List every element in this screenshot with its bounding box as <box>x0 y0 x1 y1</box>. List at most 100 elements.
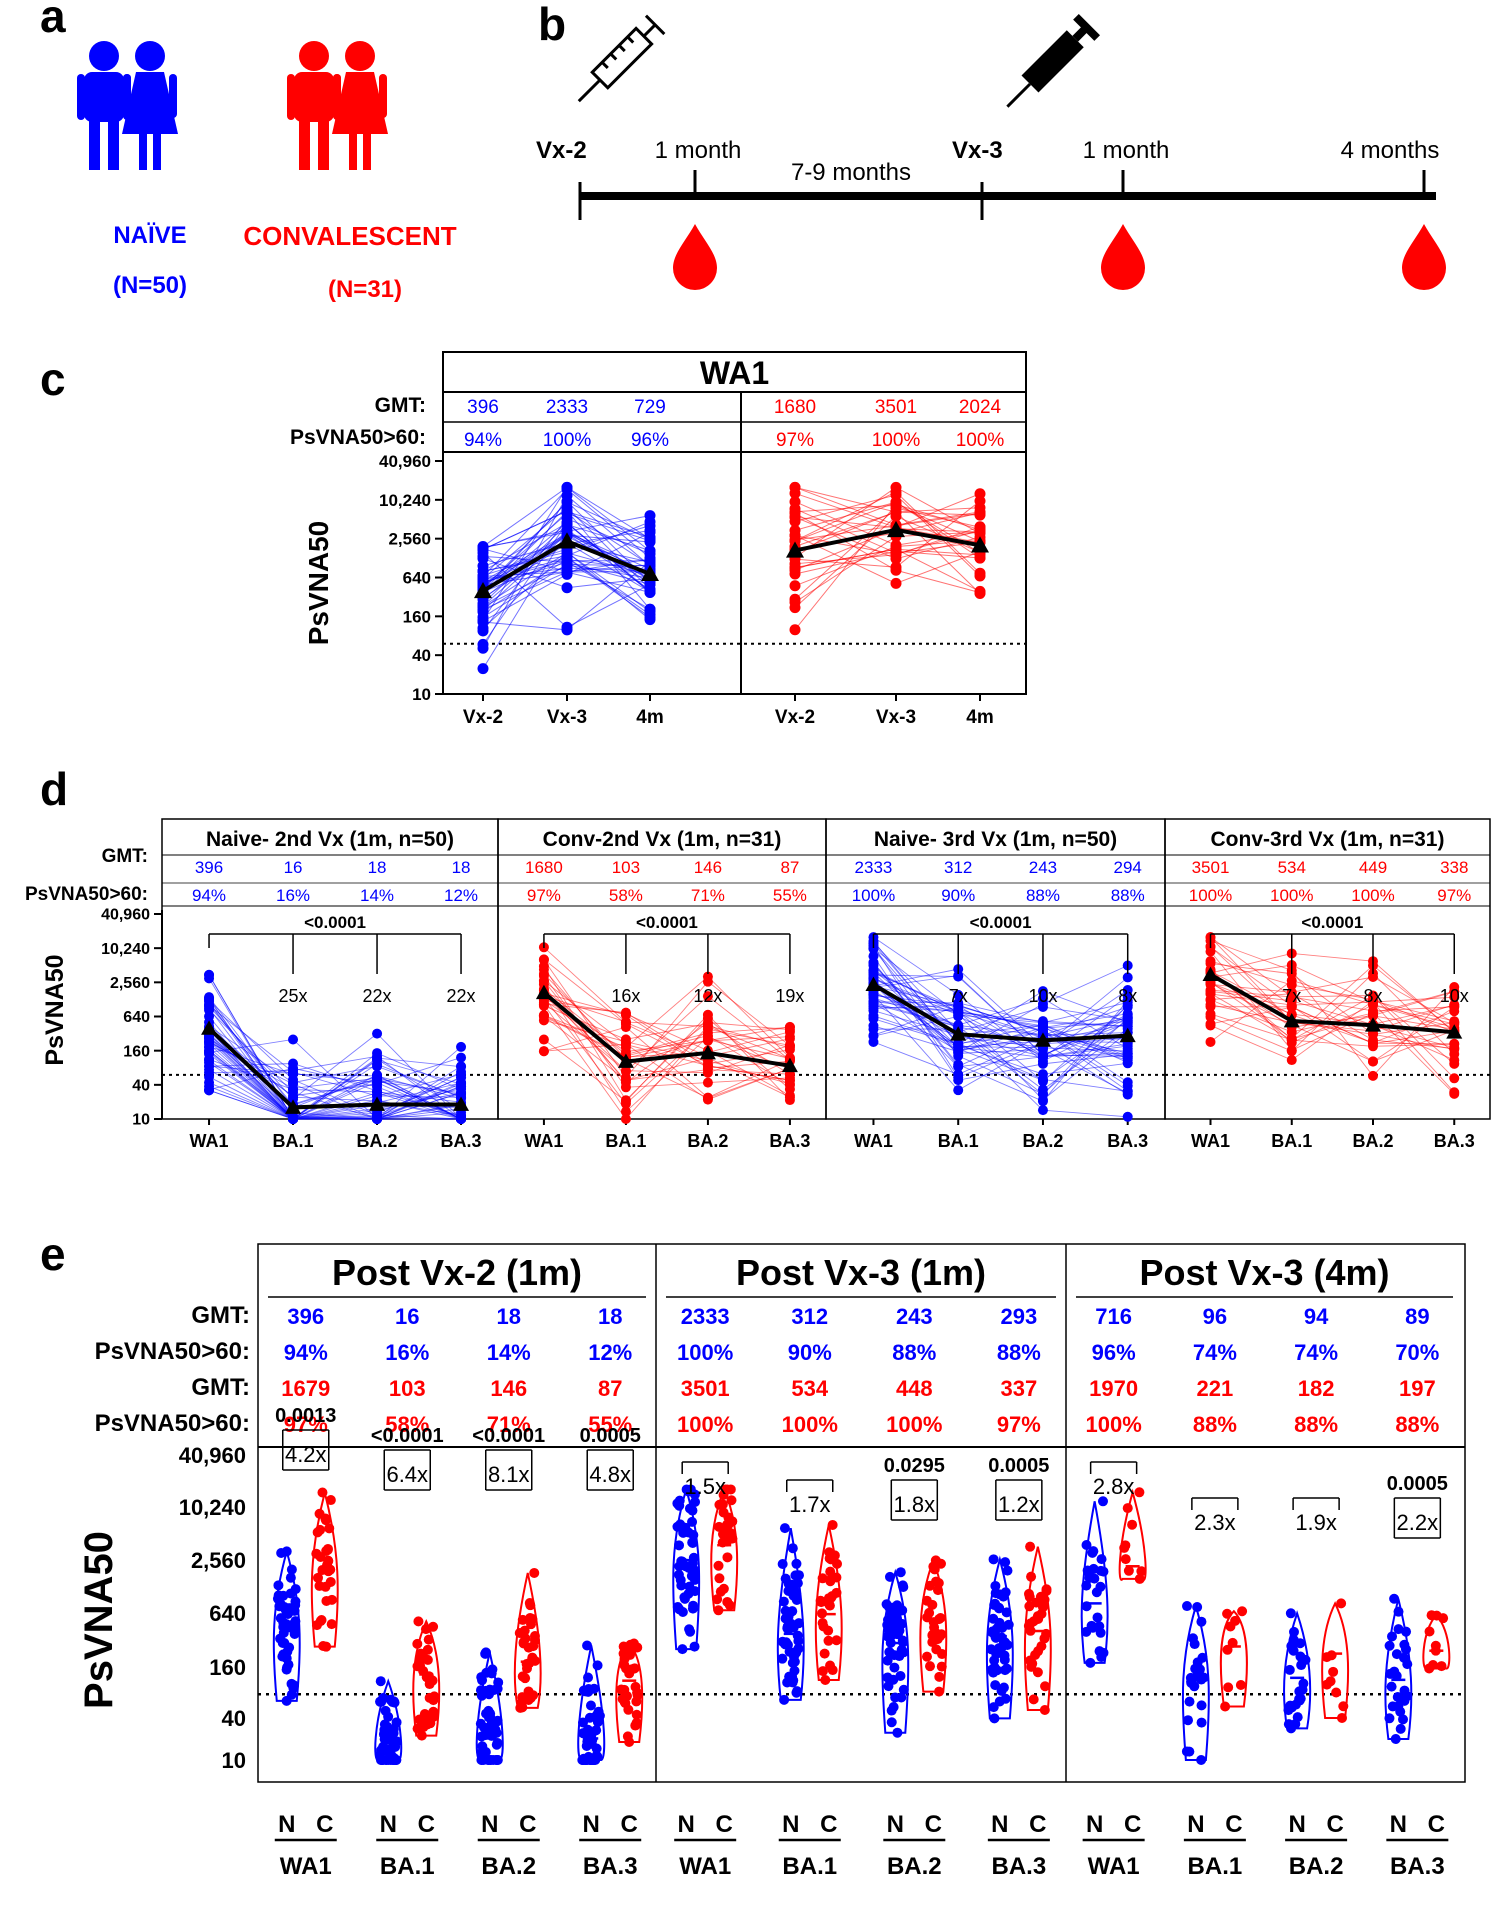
group-3-variant-label: WA1 <box>1088 1853 1140 1880</box>
subpanel-4-data-point <box>1205 1036 1216 1047</box>
group-3-fold-change: 1.9x <box>1295 1510 1337 1535</box>
group-1-conv-data-point <box>622 1731 633 1742</box>
group-2-c-label: C <box>925 1811 942 1838</box>
group-3-naive-data-point <box>1085 1657 1096 1668</box>
group-3-naive-data-point <box>1285 1700 1296 1711</box>
subpanel-2-title: Conv-2nd Vx (1m, n=31) <box>543 828 782 851</box>
group-1-n-label: N <box>481 1811 498 1838</box>
subpanel-3-subject-line <box>873 994 1129 1083</box>
subpanel-2-subject-line <box>543 973 791 1099</box>
conv-data-point <box>789 580 801 592</box>
group-2-naive-pct: 90% <box>788 1340 832 1365</box>
subpanel-2-x-label: BA.1 <box>605 1131 646 1151</box>
panel-e-frame <box>257 1243 1466 1783</box>
subpanel-2-data-point <box>538 968 549 979</box>
group-1-naive-data-point <box>591 1725 602 1736</box>
group-2-conv-data-point <box>927 1637 938 1648</box>
group-1-conv-data-point <box>428 1695 439 1706</box>
group-1-conv-data-point <box>427 1675 438 1686</box>
panel-c-x-label: Vx-2 <box>463 707 503 728</box>
group-1-conv-data-point <box>324 1523 335 1534</box>
group-2-conv-data-point <box>820 1675 831 1686</box>
group-1-naive-data-point <box>375 1696 386 1707</box>
naive-data-point <box>644 535 656 547</box>
subpanel-3-subject-line <box>873 1003 1128 1061</box>
naive-data-point <box>477 542 489 554</box>
group-3-conv-data-point <box>1134 1487 1145 1498</box>
timeline-label-vx2: Vx-2 <box>536 137 587 164</box>
group-2-conv-data-point <box>824 1553 835 1564</box>
group-3-naive-data-point <box>1096 1554 1107 1565</box>
subpanel-3-pct-value: 88% <box>1026 886 1060 905</box>
subpanel-4-data-point <box>1286 1055 1297 1066</box>
group-3-conv-data-point <box>1235 1679 1246 1690</box>
group-1-conv-data-point <box>316 1614 327 1625</box>
subpanel-1-gmt-value: 18 <box>368 858 387 877</box>
subpanel-1-pct-value: 12% <box>444 886 478 905</box>
subpanel-2-subject-line <box>543 975 791 1059</box>
group-3-naive-data-point <box>1398 1714 1409 1725</box>
group-3-naive-pct: 74% <box>1193 1340 1237 1365</box>
group-2-naive-data-point <box>898 1684 909 1695</box>
subpanel-4-data-point <box>1368 991 1378 1002</box>
group-2-conv-data-point <box>931 1644 942 1655</box>
group-2-conv-data-point <box>933 1558 944 1569</box>
group-1-naive-data-point <box>387 1696 398 1707</box>
subpanel-4-fold-change: 10x <box>1440 986 1469 1006</box>
group-2-fold-change: 1.2x <box>998 1492 1040 1517</box>
panel-c-y-axis-tick-label: 640 <box>403 568 431 587</box>
group-3-conv-pct: 100% <box>1085 1412 1141 1437</box>
subpanel-2-x-label: BA.3 <box>769 1131 810 1151</box>
group-1-naive-data-point <box>278 1627 289 1638</box>
subpanel-2-data-point <box>702 1009 713 1020</box>
group-3-naive-data-point <box>1286 1723 1297 1734</box>
subpanel-1-fold-change: 25x <box>279 986 308 1006</box>
panel-d-y-axis-tick-label: 160 <box>123 1043 150 1060</box>
subpanel-4-data-point <box>1368 1035 1378 1046</box>
group-2-c-label: C <box>820 1811 837 1838</box>
group-1-conv-data-point <box>619 1660 630 1671</box>
group-1-fold-change: 8.1x <box>488 1462 530 1487</box>
group-2-c-label: C <box>716 1811 733 1838</box>
group-1-conv-data-point <box>525 1612 536 1623</box>
subpanel-3-data-point <box>1037 1019 1048 1030</box>
group-3-naive-data-point <box>1386 1681 1397 1692</box>
subpanel-4-data-point <box>1286 979 1297 990</box>
group-3-n-label: N <box>1288 1811 1305 1838</box>
group-3-naive-gmt: 96 <box>1203 1304 1227 1329</box>
panel-e-y-label: PsVNA50 <box>77 1531 121 1709</box>
group-2-conv-data-point <box>924 1607 935 1618</box>
subpanel-1-p-value: <0.0001 <box>304 913 366 932</box>
group-2-conv-data-point <box>827 1665 838 1676</box>
group-1-conv-data-point <box>322 1545 333 1556</box>
subpanel-4-data-point <box>1205 994 1216 1005</box>
group-1-variant-label: WA1 <box>280 1853 332 1880</box>
group-3-conv-data-point <box>1136 1566 1147 1577</box>
subpanel-2-data-point <box>538 1000 549 1011</box>
group-1-naive-gmt: 16 <box>395 1304 419 1329</box>
subpanel-2-data-point <box>620 1114 631 1124</box>
subpanel-4-subject-line <box>1210 976 1455 1024</box>
group-3-c-label: C <box>1124 1811 1141 1838</box>
conv-pct-value: 97% <box>776 430 814 451</box>
group-3-c-label: C <box>1225 1811 1242 1838</box>
group-2-naive-data-point <box>992 1622 1003 1633</box>
panel-d-y-axis-tick-label: 2,560 <box>110 975 150 992</box>
subpanel-1-data-point <box>456 1114 467 1124</box>
panel-c-x-label: 4m <box>636 707 663 728</box>
subpanel-1-pct-value: 94% <box>192 886 226 905</box>
subpanel-3-data-point <box>1037 1084 1048 1095</box>
panel-d-y-axis-tick-label: 40 <box>132 1077 150 1094</box>
group-2-conv-data-point <box>722 1484 733 1495</box>
subpanel-4-x-label: BA.2 <box>1352 1131 1393 1151</box>
conv-gmt-value: 1680 <box>774 397 816 418</box>
group-1-conv-data-point <box>423 1634 434 1645</box>
subpanel-1-fold-change: 22x <box>447 986 476 1006</box>
group-2-conv-data-point <box>722 1596 733 1607</box>
conv-gmt-marker <box>786 541 804 558</box>
subpanel-1-gmt-marker <box>453 1096 470 1111</box>
subpanel-3-data-point <box>868 989 879 1000</box>
subpanel-2-gmt-marker <box>781 1057 798 1073</box>
group-3-conv-data-point <box>1122 1503 1133 1514</box>
naive-data-point <box>644 510 656 522</box>
